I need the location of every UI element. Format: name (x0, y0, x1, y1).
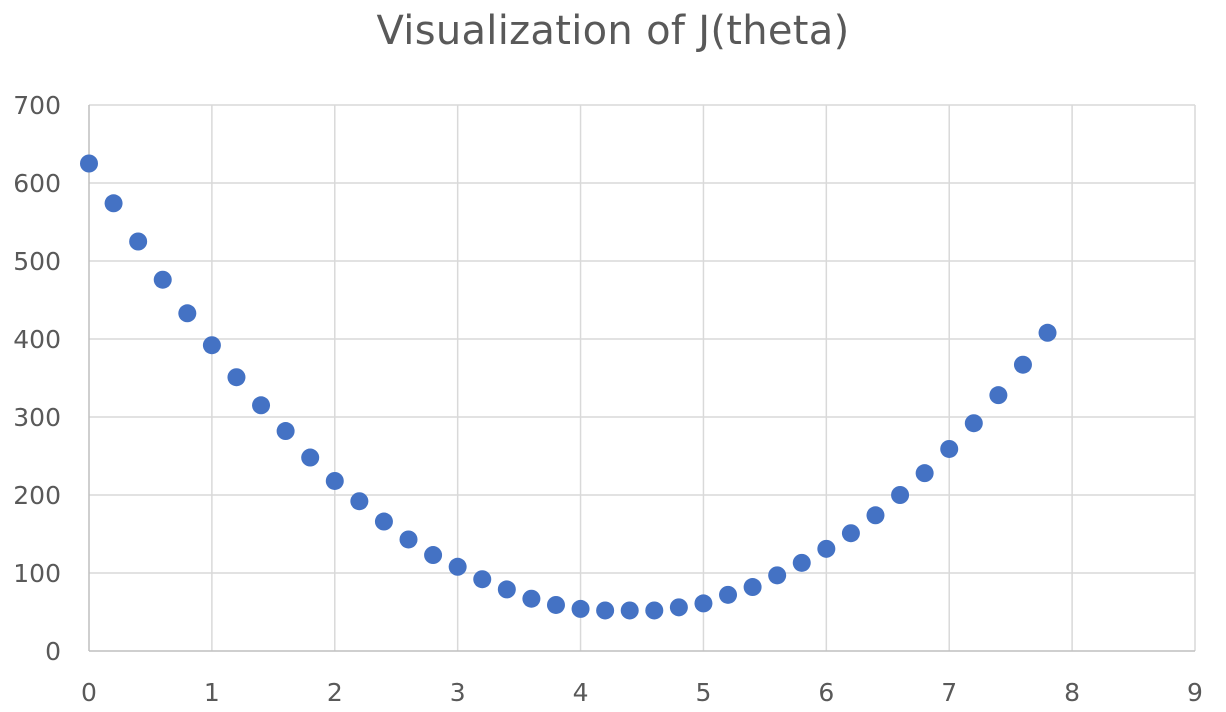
data-point (399, 530, 418, 549)
data-point (596, 601, 615, 620)
y-tick-label: 500 (13, 247, 61, 276)
data-point (153, 270, 172, 289)
y-tick-labels: 0 100 200 300 400 500 600 700 (13, 91, 61, 666)
data-point (252, 396, 271, 415)
data-point (719, 585, 738, 604)
data-point (1013, 355, 1032, 374)
data-point (669, 598, 688, 617)
grid (89, 104, 1196, 651)
data-point (817, 539, 836, 558)
x-tick-label: 1 (204, 678, 220, 707)
data-point (202, 336, 221, 355)
x-tick-label: 8 (1064, 678, 1080, 707)
data-point (620, 601, 639, 620)
y-tick-label: 300 (13, 403, 61, 432)
data-point (768, 566, 787, 585)
data-point (940, 439, 959, 458)
data-point (497, 580, 516, 599)
data-point (645, 601, 664, 620)
data-point (104, 194, 123, 213)
x-tick-label: 9 (1187, 678, 1203, 707)
data-point (374, 512, 393, 531)
data-point (891, 486, 910, 504)
data-point (866, 506, 885, 525)
data-point (964, 414, 983, 433)
data-point (178, 304, 197, 323)
data-points (80, 154, 1057, 620)
data-point (571, 599, 590, 618)
axes (88, 105, 1195, 652)
data-point (546, 595, 565, 614)
data-point (743, 578, 762, 597)
y-tick-label: 100 (13, 559, 61, 588)
x-tick-label: 2 (327, 678, 343, 707)
data-point (448, 557, 467, 576)
data-point (989, 386, 1008, 405)
x-tick-label: 7 (941, 678, 957, 707)
data-point (80, 154, 98, 173)
data-point (129, 232, 148, 251)
data-point (841, 524, 860, 543)
data-point (1038, 323, 1057, 342)
data-point (276, 422, 295, 441)
data-point (915, 464, 934, 483)
x-tick-label: 5 (695, 678, 711, 707)
data-point (227, 368, 246, 387)
data-point (792, 553, 811, 572)
y-tick-label: 0 (45, 637, 61, 666)
chart-title: Visualization of J(theta) (376, 8, 850, 54)
data-point (325, 471, 344, 490)
x-tick-labels: 0 1 2 3 4 5 6 7 8 9 (81, 678, 1203, 707)
data-point (694, 594, 713, 613)
data-point (473, 570, 492, 589)
data-point (424, 546, 443, 565)
x-tick-label: 0 (81, 678, 97, 707)
data-point (301, 448, 320, 467)
y-tick-label: 700 (13, 91, 61, 120)
x-tick-label: 6 (818, 678, 834, 707)
data-point (522, 589, 541, 608)
x-tick-label: 3 (450, 678, 466, 707)
y-tick-label: 600 (13, 169, 61, 198)
x-tick-label: 4 (573, 678, 589, 707)
y-tick-label: 200 (13, 481, 61, 510)
y-tick-label: 400 (13, 325, 61, 354)
data-point (350, 492, 369, 511)
